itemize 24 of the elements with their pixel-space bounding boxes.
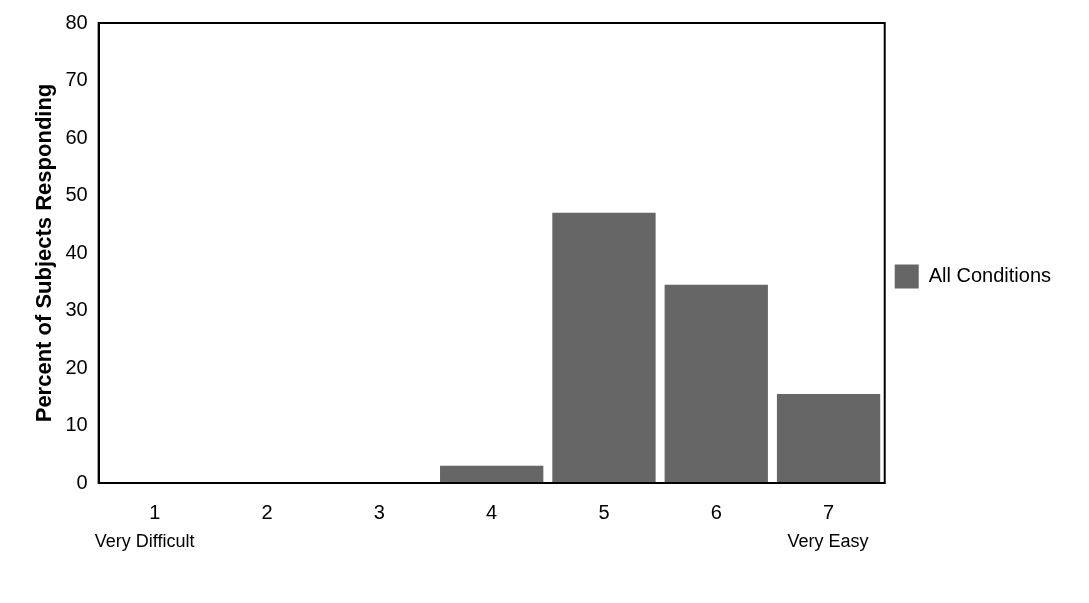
text: Very Difficult xyxy=(94,530,195,551)
y-tick-label: 50 xyxy=(65,183,88,206)
y-tick-label: 80 xyxy=(65,10,88,33)
x-tick-label: 5 xyxy=(598,500,610,523)
bar xyxy=(776,393,881,483)
x-tick-label: 3 xyxy=(373,500,385,523)
x-tick-label: 1 xyxy=(149,500,161,523)
bar xyxy=(552,212,656,483)
x-tick-label: 4 xyxy=(486,500,498,523)
y-tick-label: 60 xyxy=(65,125,88,148)
y-tick-label: 10 xyxy=(65,413,88,436)
text: Very Easy xyxy=(787,530,869,551)
y-tick-label: 40 xyxy=(65,240,88,263)
y-tick-label: 30 xyxy=(65,298,88,321)
y-tick-label: 70 xyxy=(65,68,88,91)
bar xyxy=(664,284,768,483)
y-axis-title: Percent of Subjects Responding xyxy=(31,83,57,423)
x-tick-label: 6 xyxy=(710,500,722,523)
y-tick-label: 20 xyxy=(65,355,88,378)
legend-label: All Conditions xyxy=(928,264,1052,287)
x-tick-label: 7 xyxy=(823,500,835,523)
y-tick-label: 0 xyxy=(76,470,88,493)
x-tick-label: 2 xyxy=(261,500,273,523)
bar xyxy=(440,465,544,483)
